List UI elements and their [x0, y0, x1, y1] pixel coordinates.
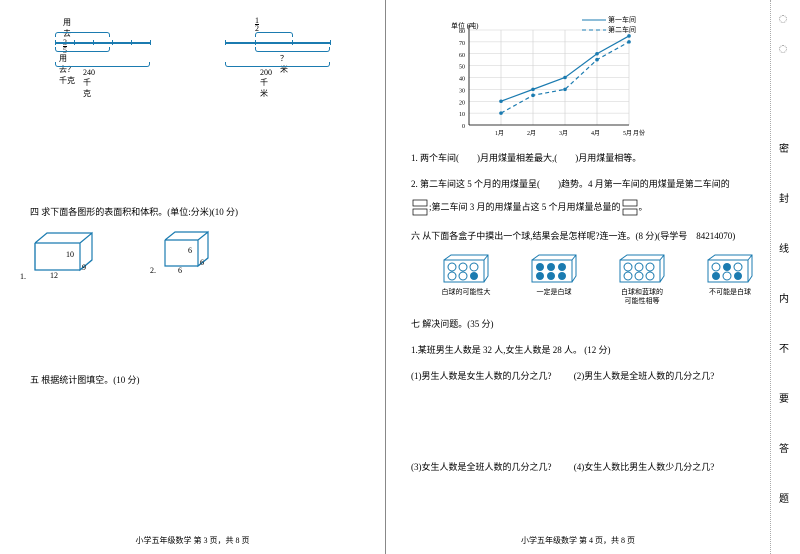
svg-text:30: 30	[459, 88, 465, 94]
prob-label: 白球的可能性大	[436, 288, 496, 297]
svg-text:4月: 4月	[591, 130, 600, 137]
margin-char: 封	[779, 190, 789, 205]
dim-l: 6	[178, 266, 182, 275]
svg-text:80: 80	[459, 29, 465, 35]
section-6-title: 六 从下面各盒子中摸出一个球,结果会是怎样呢?连一连。(8 分)(导学号 842…	[411, 228, 760, 244]
total-label: 200千米	[260, 68, 272, 99]
section-4-title: 四 求下面各图形的表面积和体积。(单位:分米)(10 分)	[30, 205, 355, 218]
q2b-text-b: 。	[639, 202, 648, 212]
dim-l: 12	[50, 271, 58, 280]
margin-char: 线	[779, 240, 789, 255]
q2b-text-a: ;第二车间 3 月的用煤量占这 5 个月用煤量总量的	[429, 202, 621, 212]
used-label: 用去？千克	[59, 53, 75, 86]
problem-1-row1: (1)男生人数是女生人数的几分之几? (2)男生人数是全班人数的几分之几?	[411, 368, 760, 384]
svg-text:单位 (吨): 单位 (吨)	[451, 21, 479, 30]
page-right: 单位 (吨) 0 10 20 30 40 50 60 70 80 1月 2月 3月 4月 5月月份 第一车间…	[386, 0, 770, 554]
svg-text:1月: 1月	[495, 130, 504, 137]
dim-w: 9	[82, 263, 86, 272]
page-left: 用去 35 用去？千克 240千克 12 ？米	[0, 0, 385, 554]
dim-w: 6	[200, 258, 204, 267]
svg-text:月份: 月份	[633, 129, 645, 137]
section-5-title: 五 根据统计图填空。(10 分)	[30, 373, 355, 386]
legend-2: 第二车间	[608, 26, 636, 34]
p1-3: (3)女生人数是全班人数的几分之几?	[411, 462, 552, 472]
dim-h: 10	[66, 250, 74, 259]
svg-text:20: 20	[459, 100, 465, 106]
p1-4: (4)女生人数比男生人数少几分之几?	[574, 462, 715, 472]
prob-box-2: 一定是白球	[524, 254, 584, 306]
margin-char: 内	[779, 290, 789, 305]
page-footer-left: 小学五年级数学 第 3 页，共 8 页	[0, 535, 385, 546]
frac-d: 2	[255, 25, 259, 32]
prob-box-4: 不可能是白球	[700, 254, 760, 306]
svg-text:5月: 5月	[623, 130, 632, 137]
prob-label: 白球和蓝球的 可能性相等	[612, 288, 672, 306]
margin-char: 不	[779, 340, 789, 355]
svg-text:10: 10	[459, 112, 465, 118]
prob-label: 一定是白球	[524, 288, 584, 297]
svg-text:2月: 2月	[527, 130, 536, 137]
margin-char: 题	[779, 490, 789, 505]
cuboid-area: 10 9 12 1. 6 6 6 2.	[30, 228, 355, 283]
legend-1: 第一车间	[608, 16, 636, 24]
margin-char: 答	[779, 440, 789, 455]
binding-margin: 密封线内不要答题	[770, 0, 800, 554]
margin-char: 密	[779, 140, 789, 155]
prob-box-1: 白球的可能性大	[436, 254, 496, 306]
cuboid-num: 1.	[20, 272, 26, 281]
page-footer-right: 小学五年级数学 第 4 页，共 8 页	[386, 535, 770, 546]
cuboid-1: 10 9 12 1.	[30, 228, 100, 283]
svg-text:0: 0	[462, 124, 465, 130]
probability-row: 白球的可能性大 一定是白球 白球和蓝球的 可能性相等 不可能是白球	[436, 254, 760, 306]
page-spread: 用去 35 用去？千克 240千克 12 ？米	[0, 0, 800, 554]
problem-1: 1.某班男生人数是 32 人,女生人数是 28 人。 (12 分)	[411, 342, 760, 358]
chart-legend: 第一车间 第二车间	[582, 15, 636, 35]
svg-text:3月: 3月	[559, 130, 568, 137]
svg-text:40: 40	[459, 77, 465, 83]
svg-text:70: 70	[459, 41, 465, 47]
problem-1-row2: (3)女生人数是全班人数的几分之几? (4)女生人数比男生人数少几分之几?	[411, 459, 760, 475]
question-2b: ;第二车间 3 月的用煤量占这 5 个月用煤量总量的 。	[411, 198, 760, 218]
margin-char: 要	[779, 390, 789, 405]
p1-1: (1)男生人数是女生人数的几分之几?	[411, 371, 552, 381]
p1-2: (2)男生人数是全班人数的几分之几?	[574, 371, 715, 381]
svg-text:60: 60	[459, 53, 465, 59]
dim-h: 6	[188, 246, 192, 255]
prob-box-3: 白球和蓝球的 可能性相等	[612, 254, 672, 306]
cuboid-2: 6 6 6 2.	[160, 228, 230, 283]
svg-text:50: 50	[459, 65, 465, 71]
total-label: 240千克	[83, 68, 95, 99]
question-1: 1. 两个车间( )月用煤量相差最大,( )月用煤量相等。	[411, 150, 760, 166]
cuboid-num: 2.	[150, 266, 156, 275]
number-line-diagram-1: 用去 35 用去？千克 240千克 12 ？米	[55, 20, 355, 70]
line-chart: 单位 (吨)010203040506070801月2月3月4月5月月份 第一车间…	[441, 20, 656, 140]
question-2: 2. 第二车间这 5 个月的用煤量呈( )趋势。4 月第一车间的用煤量是第二车间…	[411, 176, 760, 192]
prob-label: 不可能是白球	[700, 288, 760, 297]
section-7-title: 七 解决问题。(35 分)	[411, 316, 760, 332]
